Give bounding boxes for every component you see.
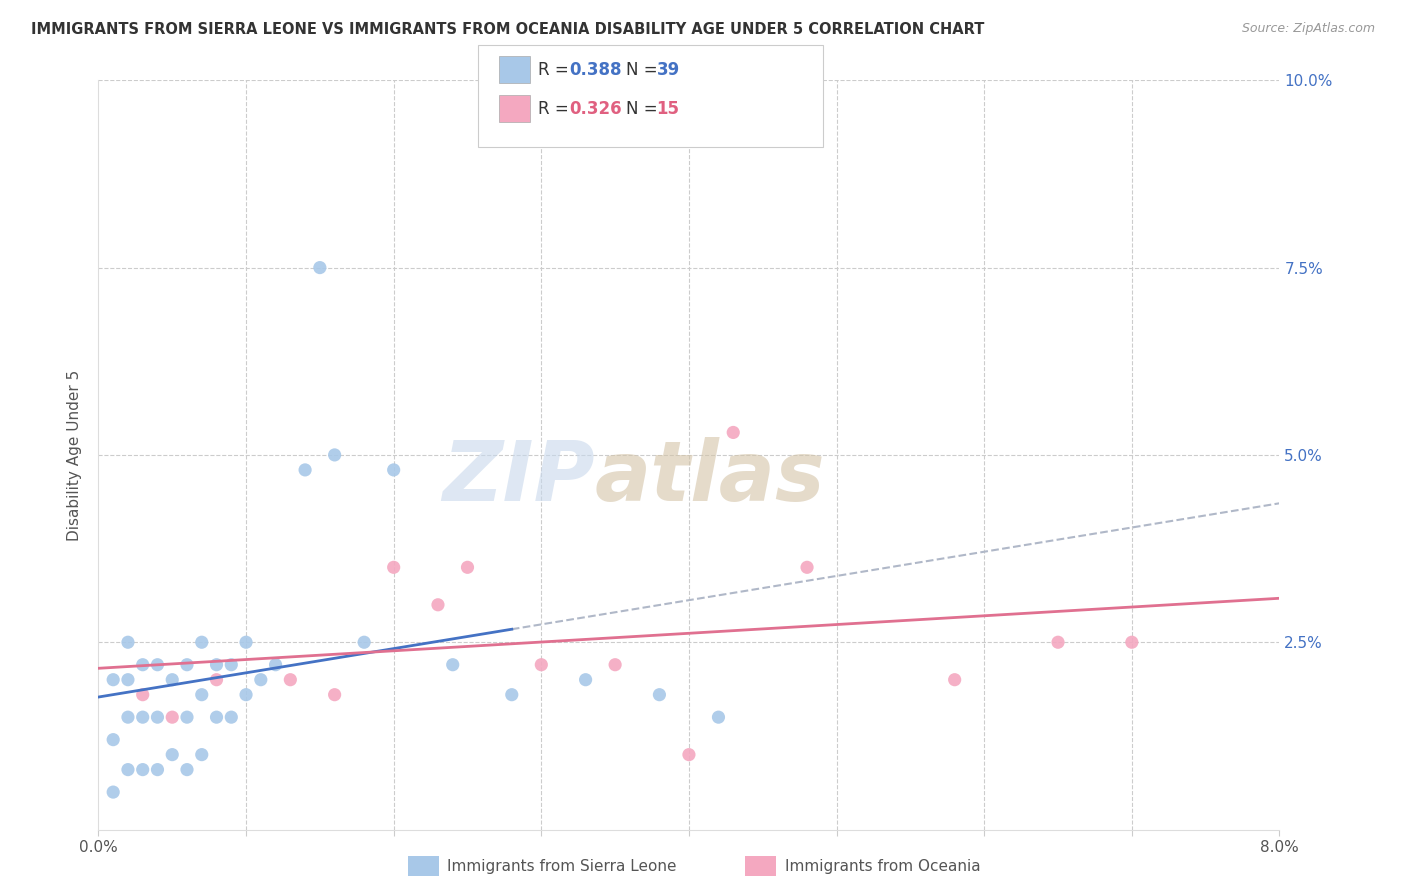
Text: Source: ZipAtlas.com: Source: ZipAtlas.com [1241,22,1375,36]
Point [501,688,523,702]
Point [723,425,745,440]
Text: 0.388: 0.388 [569,61,621,78]
Point [117,635,139,649]
Text: R =: R = [538,100,575,118]
Point [441,657,464,672]
Point [221,657,243,672]
Point [191,747,214,762]
Point [309,260,332,275]
Point [146,710,169,724]
Point [176,710,198,724]
Point [943,673,966,687]
Point [191,635,214,649]
Point [575,673,598,687]
Point [1046,635,1070,649]
Point [132,688,155,702]
Point [221,710,243,724]
Point [264,657,287,672]
Point [205,673,228,687]
Text: N =: N = [626,100,662,118]
Point [176,657,198,672]
Point [250,673,273,687]
Point [205,710,228,724]
Point [280,673,302,687]
Point [132,657,155,672]
Point [530,657,553,672]
Point [146,763,169,777]
Point [648,688,671,702]
Point [707,710,730,724]
Point [427,598,450,612]
Point [457,560,479,574]
Point [132,763,155,777]
Text: Immigrants from Oceania: Immigrants from Oceania [785,859,980,873]
Text: IMMIGRANTS FROM SIERRA LEONE VS IMMIGRANTS FROM OCEANIA DISABILITY AGE UNDER 5 C: IMMIGRANTS FROM SIERRA LEONE VS IMMIGRAN… [31,22,984,37]
Point [191,688,214,702]
Point [1121,635,1143,649]
Point [117,763,139,777]
Point [117,710,139,724]
Point [103,732,125,747]
Point [162,673,183,687]
Text: atlas: atlas [595,437,825,518]
Text: 39: 39 [657,61,681,78]
Y-axis label: Disability Age Under 5: Disability Age Under 5 [67,369,83,541]
Point [117,673,139,687]
Point [605,657,627,672]
Point [678,747,700,762]
Point [323,448,346,462]
Text: ZIP: ZIP [441,437,595,518]
Point [796,560,818,574]
Point [146,657,169,672]
Point [132,710,155,724]
Text: 15: 15 [657,100,679,118]
Point [382,560,405,574]
Text: R =: R = [538,61,575,78]
Point [235,688,257,702]
Point [103,673,125,687]
Point [235,635,257,649]
Point [382,463,405,477]
Point [205,657,228,672]
Point [323,688,346,702]
Text: N =: N = [626,61,662,78]
Point [353,635,375,649]
Point [162,710,183,724]
Text: Immigrants from Sierra Leone: Immigrants from Sierra Leone [447,859,676,873]
Point [103,785,125,799]
Point [294,463,316,477]
Point [162,747,183,762]
Text: 0.326: 0.326 [569,100,621,118]
Point [176,763,198,777]
